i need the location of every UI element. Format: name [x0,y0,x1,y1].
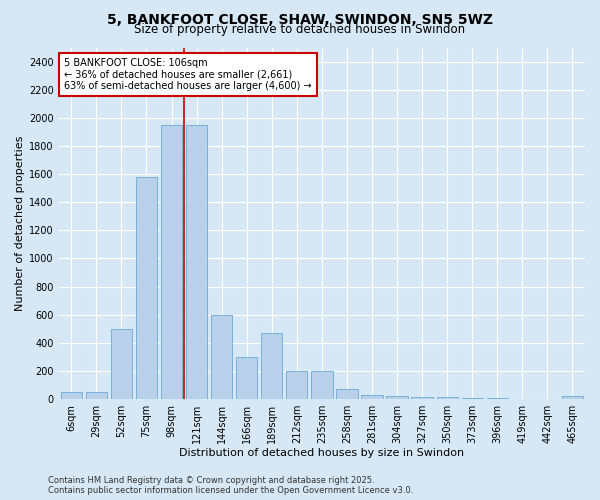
Text: 5 BANKFOOT CLOSE: 106sqm
← 36% of detached houses are smaller (2,661)
63% of sem: 5 BANKFOOT CLOSE: 106sqm ← 36% of detach… [64,58,311,91]
Y-axis label: Number of detached properties: Number of detached properties [15,136,25,311]
Bar [487,398,508,399]
Bar [461,398,483,399]
Bar [386,396,408,399]
Bar [161,125,182,399]
Text: 5, BANKFOOT CLOSE, SHAW, SWINDON, SN5 5WZ: 5, BANKFOOT CLOSE, SHAW, SWINDON, SN5 5W… [107,12,493,26]
Text: Size of property relative to detached houses in Swindon: Size of property relative to detached ho… [134,22,466,36]
Bar [211,314,232,399]
Bar [562,396,583,399]
Bar [261,333,283,399]
Bar [111,329,132,399]
Bar [236,357,257,399]
Bar [286,371,307,399]
Bar [412,397,433,399]
Bar [336,388,358,399]
Bar [437,398,458,399]
Bar [136,177,157,399]
Bar [61,392,82,399]
Text: Contains HM Land Registry data © Crown copyright and database right 2025.
Contai: Contains HM Land Registry data © Crown c… [48,476,413,495]
X-axis label: Distribution of detached houses by size in Swindon: Distribution of detached houses by size … [179,448,464,458]
Bar [86,392,107,399]
Bar [361,395,383,399]
Bar [311,371,332,399]
Bar [186,125,207,399]
